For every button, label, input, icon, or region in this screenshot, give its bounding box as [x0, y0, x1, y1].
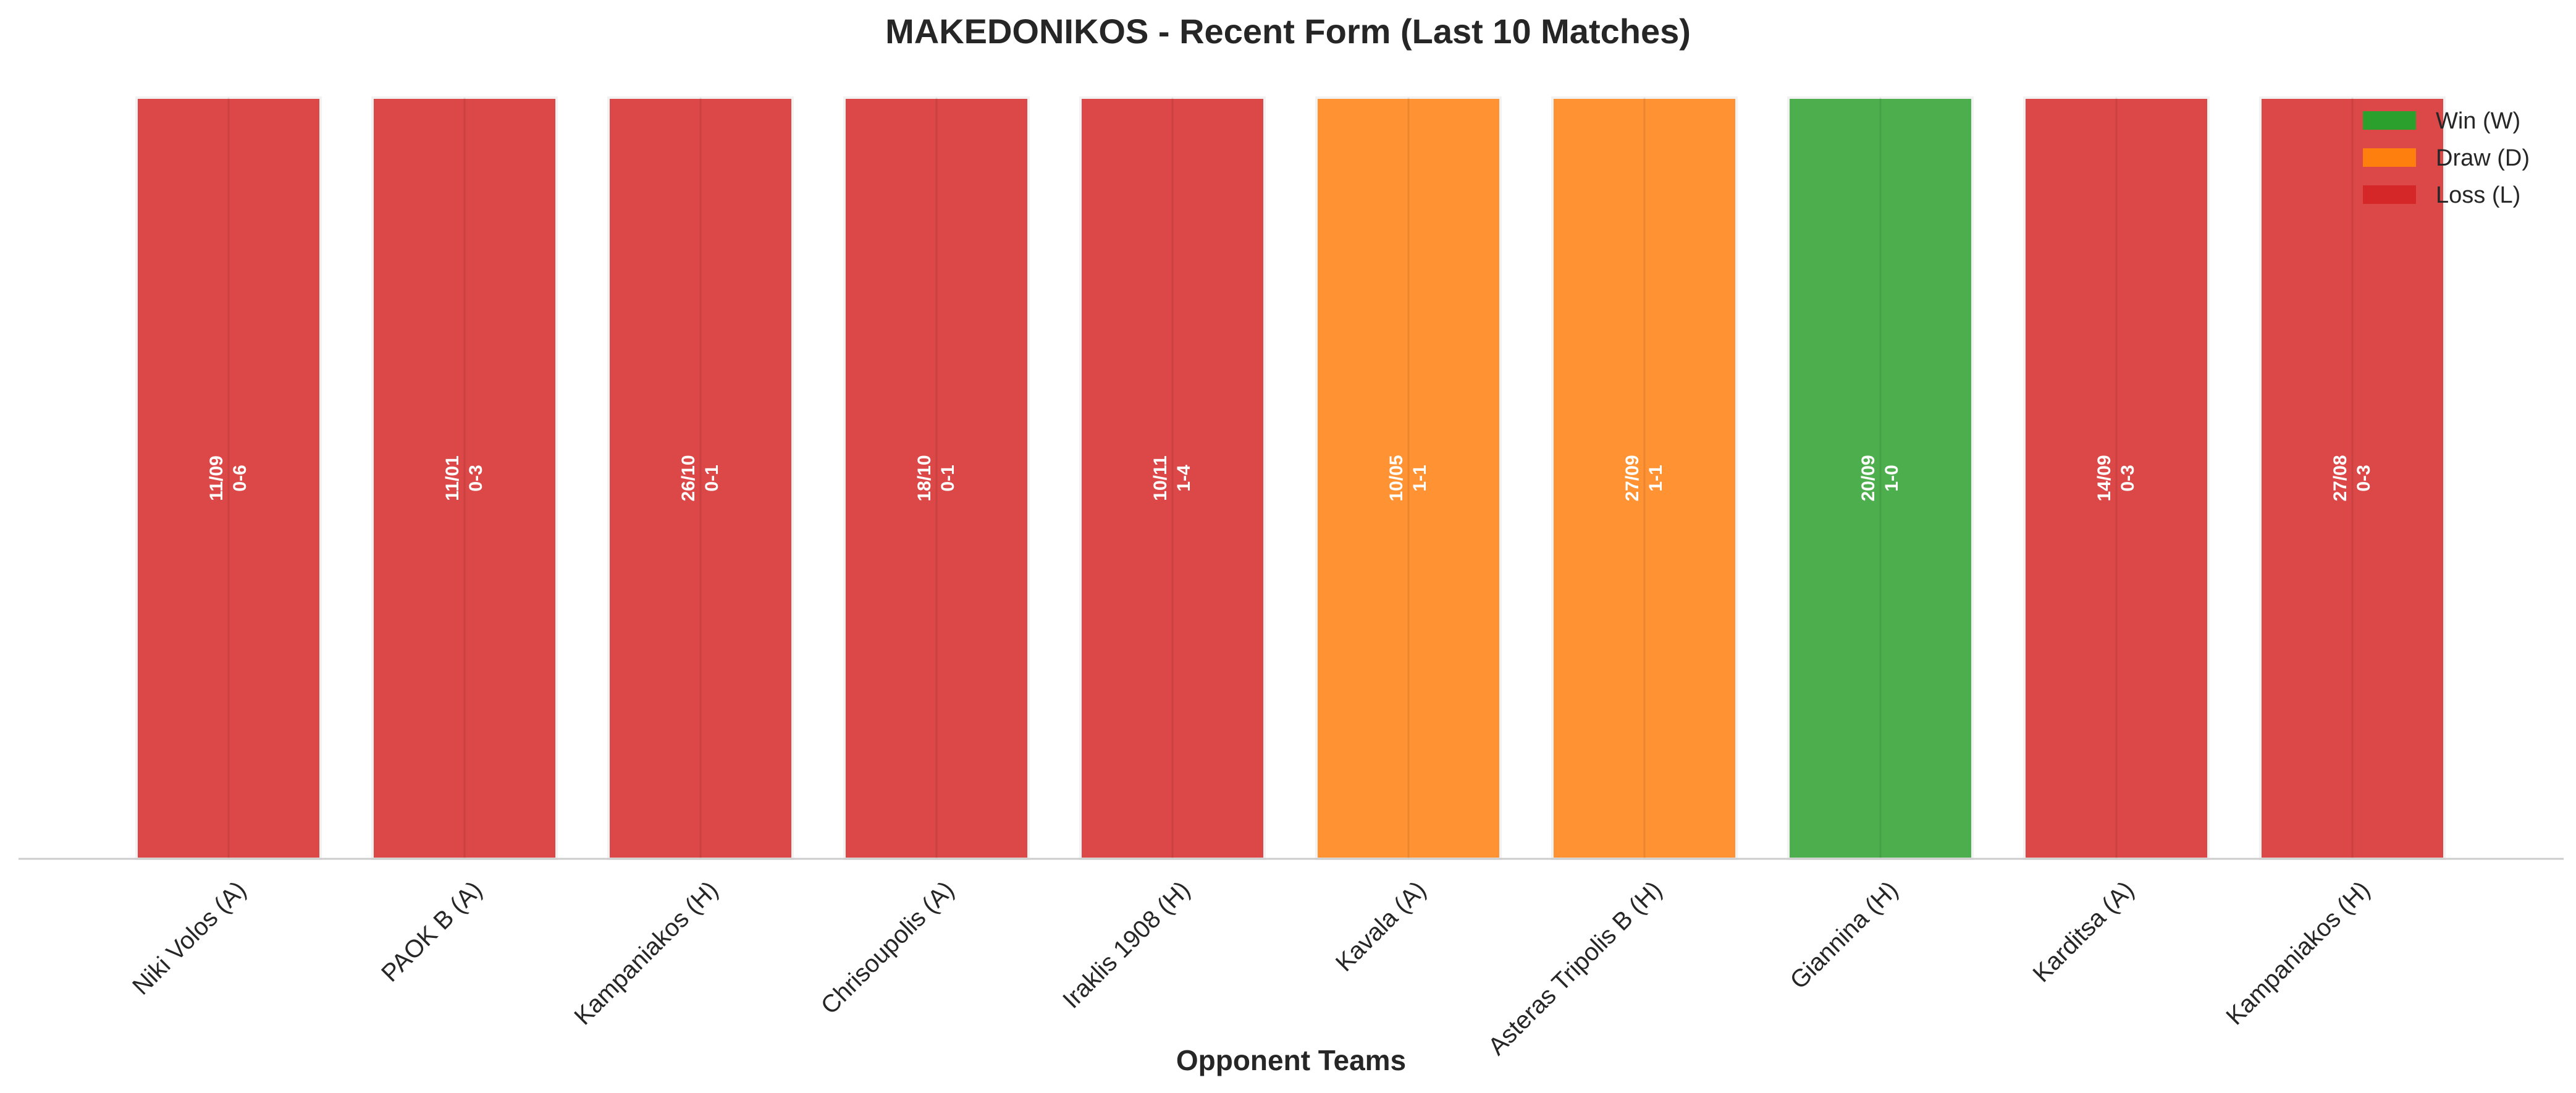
bar-5 [1079, 96, 1266, 860]
x-tick-label: Iraklis 1908 (H) [1058, 876, 1195, 1014]
bar-date-label: 14/09 [2094, 455, 2115, 501]
bar-date-label: 27/08 [2330, 455, 2351, 501]
legend-label: Loss (L) [2436, 182, 2520, 208]
bar-score-label: 1-1 [1410, 465, 1430, 491]
bar-9 [2023, 96, 2210, 860]
bar-date-label: 18/10 [914, 455, 935, 501]
x-tick-label: PAOK B (A) [376, 876, 487, 987]
bar-date-label: 10/05 [1386, 455, 1407, 501]
bar-date-label: 27/09 [1622, 455, 1643, 501]
bar-date-label: 11/09 [206, 455, 227, 500]
bar-score-label: 0-1 [938, 465, 958, 491]
bar-1 [135, 96, 322, 860]
x-tick-label: Asteras Tripolis B (H) [1483, 876, 1667, 1060]
legend-label: Win (W) [2436, 108, 2520, 134]
x-tick-label: Chrisoupolis (A) [816, 876, 959, 1019]
legend-swatch-w [2363, 111, 2416, 130]
legend: Win (W) Draw (D) Loss (L) [2363, 108, 2530, 208]
bar-date-label: 20/09 [1858, 455, 1879, 501]
legend-swatch-l [2363, 185, 2416, 204]
x-tick-labels: Niki Volos (A) PAOK B (A) Kampaniakos (H) C… [127, 876, 2375, 1060]
bar-score-label: 0-3 [2118, 465, 2138, 491]
bar-score-label: 1-0 [1882, 465, 1902, 491]
bar-score-label: 0-3 [466, 465, 486, 491]
bar-date-label: 10/11 [1150, 455, 1171, 500]
bar-8 [1787, 96, 1974, 860]
legend-swatch-d [2363, 148, 2416, 167]
bar-score-label: 0-6 [230, 465, 250, 491]
x-tick-label: Kampaniakos (H) [569, 876, 723, 1031]
x-tick-label: Giannina (H) [1785, 876, 1903, 994]
bar-score-label: 1-4 [1174, 465, 1194, 492]
bar-score-label: 1-1 [1646, 465, 1666, 491]
bar-4 [843, 96, 1030, 860]
chart-title: MAKEDONIKOS - Recent Form (Last 10 Match… [885, 12, 1691, 51]
bar-date-label: 26/10 [678, 455, 699, 501]
bar-6 [1315, 96, 1502, 860]
bar-score-label: 0-1 [702, 465, 722, 491]
bars-group: 11/09 0-6 11/01 0-3 26/10 0-1 18/10 0-1 10/11 1-4… [135, 96, 2446, 860]
legend-label: Draw (D) [2436, 145, 2530, 171]
x-tick-label: Karditsa (A) [2028, 876, 2139, 987]
x-axis-title: Opponent Teams [1176, 1044, 1406, 1076]
bar-7 [1551, 96, 1738, 860]
bar-3 [607, 96, 794, 860]
x-tick-label: Niki Volos (A) [127, 876, 251, 1000]
bar-date-label: 11/01 [442, 455, 463, 500]
x-tick-label: Kavala (A) [1331, 876, 1431, 977]
x-tick-label: Kampaniakos (H) [2221, 876, 2375, 1031]
bar-10 [2259, 96, 2446, 860]
bar-score-label: 0-3 [2354, 465, 2374, 491]
